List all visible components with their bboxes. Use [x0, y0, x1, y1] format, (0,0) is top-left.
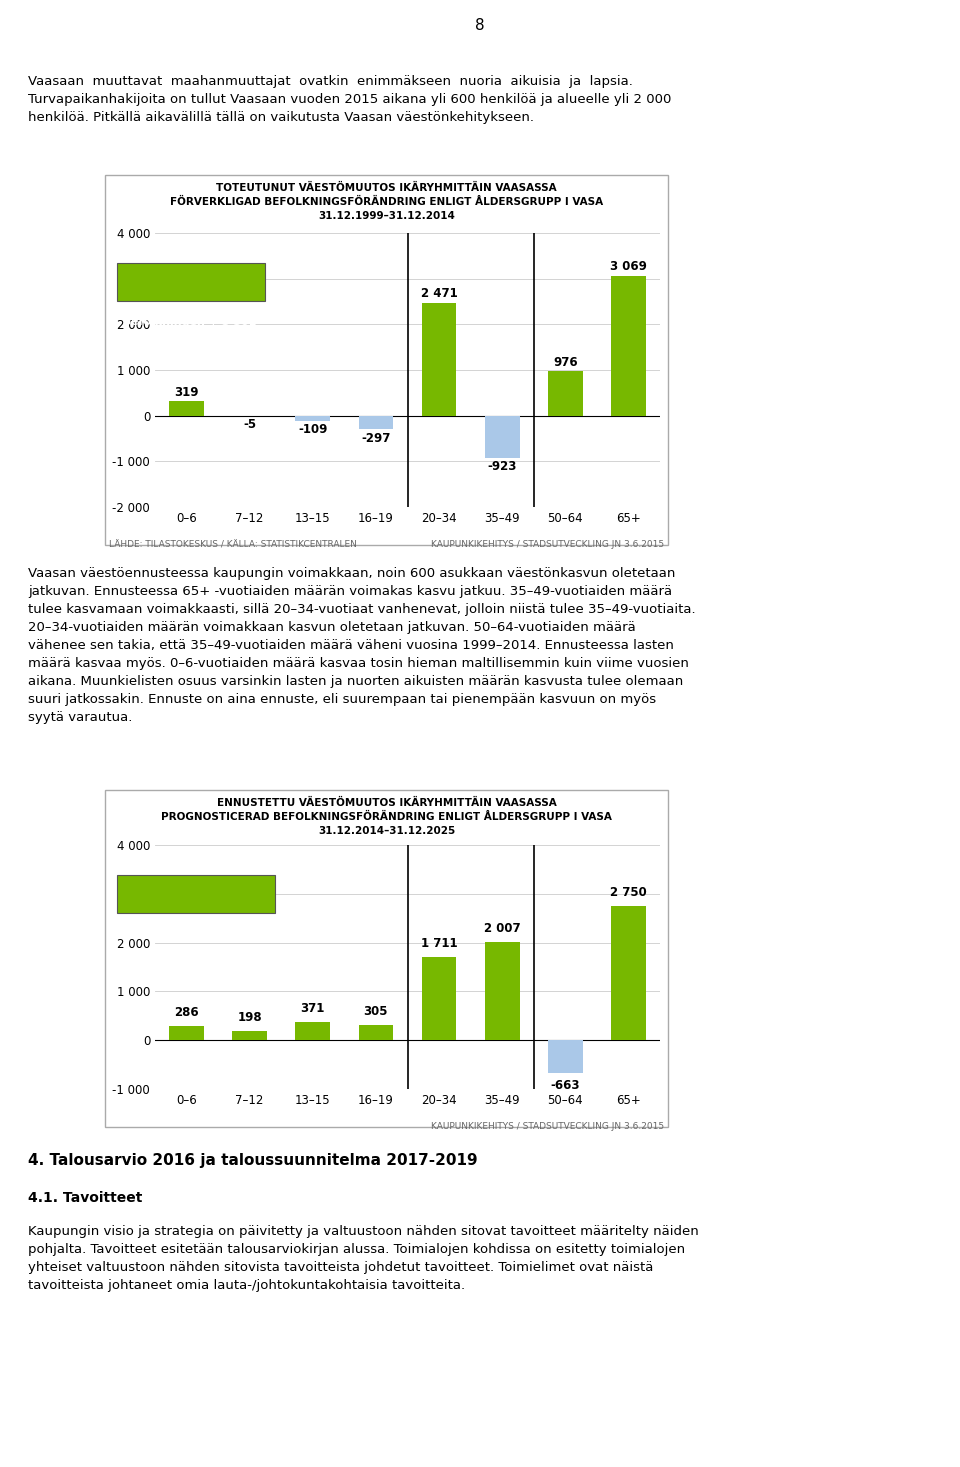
- Text: tavoitteista johtaneet omia lauta-/johtokuntakohtaisia tavoitteita.: tavoitteista johtaneet omia lauta-/johto…: [28, 1279, 466, 1292]
- Text: -109: -109: [299, 422, 327, 436]
- Bar: [485, 415, 519, 458]
- Bar: [612, 276, 646, 415]
- Text: 371: 371: [300, 1002, 325, 1015]
- Text: 305: 305: [364, 1005, 388, 1018]
- Text: 2 471: 2 471: [420, 288, 457, 301]
- Text: 319: 319: [175, 386, 199, 399]
- Bar: [421, 302, 456, 415]
- Bar: [296, 415, 330, 421]
- Text: Koko väestö / Hela
befolkningen + 5 501: Koko väestö / Hela befolkningen + 5 501: [123, 305, 256, 327]
- Bar: [548, 371, 583, 415]
- Text: määrä kasvaa myös. 0–6-vuotiaiden määrä kasvaa tosin hieman maltillisemmin kuin : määrä kasvaa myös. 0–6-vuotiaiden määrä …: [28, 657, 689, 670]
- Bar: [232, 1030, 267, 1040]
- Text: Koko väestö,  Hela befolkningen
noin, ca +7 000: Koko väestö, Hela befolkningen noin, ca …: [123, 917, 325, 939]
- Text: 20–34-vuotiaiden määrän voimakkaan kasvun oletetaan jatkuvan. 50–64-vuotiaiden m: 20–34-vuotiaiden määrän voimakkaan kasvu…: [28, 621, 636, 634]
- Text: 2 007: 2 007: [484, 923, 520, 936]
- Bar: [359, 1025, 394, 1040]
- Bar: [548, 1040, 583, 1072]
- Text: syytä varautua.: syytä varautua.: [28, 711, 132, 725]
- Text: KAUPUNKIKEHITYS / STADSUTVECKLING JN 3.6.2015: KAUPUNKIKEHITYS / STADSUTVECKLING JN 3.6…: [431, 540, 664, 549]
- Text: 4. Talousarvio 2016 ja taloussuunnitelma 2017-2019: 4. Talousarvio 2016 ja taloussuunnitelma…: [28, 1153, 478, 1168]
- Text: Kaupungin visio ja strategia on päivitetty ja valtuustoon nähden sitovat tavoitt: Kaupungin visio ja strategia on päivitet…: [28, 1225, 699, 1238]
- Text: -663: -663: [551, 1080, 580, 1093]
- Text: FÖRVERKLIGAD BEFOLKNINGSFÖRÄNDRING ENLIGT ÅLDERSGRUPP I VASA: FÖRVERKLIGAD BEFOLKNINGSFÖRÄNDRING ENLIG…: [170, 197, 603, 207]
- Text: 3 069: 3 069: [610, 260, 647, 273]
- Bar: [612, 907, 646, 1040]
- Text: LÄHDE: TILASTOKESKUS / KÄLLA: STATISTIKCENTRALEN: LÄHDE: TILASTOKESKUS / KÄLLA: STATISTIKC…: [109, 540, 357, 549]
- Text: vähenee sen takia, että 35–49-vuotiaiden määrä väheni vuosina 1999–2014. Ennuste: vähenee sen takia, että 35–49-vuotiaiden…: [28, 640, 674, 651]
- Bar: [359, 415, 394, 430]
- Text: 31.12.1999–31.12.2014: 31.12.1999–31.12.2014: [318, 211, 455, 222]
- Text: henkilöä. Pitkällä aikavälillä tällä on vaikutusta Vaasan väestönkehitykseen.: henkilöä. Pitkällä aikavälillä tällä on …: [28, 111, 534, 125]
- Text: Vaasan väestöennusteessa kaupungin voimakkaan, noin 600 asukkaan väestönkasvun o: Vaasan väestöennusteessa kaupungin voima…: [28, 568, 676, 579]
- Text: suuri jatkossakin. Ennuste on aina ennuste, eli suurempaan tai pienempään kasvuu: suuri jatkossakin. Ennuste on aina ennus…: [28, 692, 656, 706]
- Bar: [485, 942, 519, 1040]
- Text: 198: 198: [237, 1011, 262, 1024]
- Bar: [169, 400, 204, 415]
- Text: 976: 976: [553, 355, 578, 368]
- Text: jatkuvan. Ennusteessa 65+ -vuotiaiden määrän voimakas kasvu jatkuu. 35–49-vuotia: jatkuvan. Ennusteessa 65+ -vuotiaiden mä…: [28, 585, 672, 599]
- Text: 31.12.2014–31.12.2025: 31.12.2014–31.12.2025: [318, 826, 455, 836]
- Text: Turvapaikanhakijoita on tullut Vaasaan vuoden 2015 aikana yli 600 henkilöä ja al: Turvapaikanhakijoita on tullut Vaasaan v…: [28, 92, 671, 106]
- Text: 4.1. Tavoitteet: 4.1. Tavoitteet: [28, 1191, 142, 1204]
- Text: 2 750: 2 750: [610, 886, 647, 899]
- Text: 286: 286: [175, 1006, 199, 1020]
- Bar: [296, 1022, 330, 1040]
- Text: KAUPUNKIKEHITYS / STADSUTVECKLING JN 3.6.2015: KAUPUNKIKEHITYS / STADSUTVECKLING JN 3.6…: [431, 1122, 664, 1131]
- Text: 8: 8: [475, 18, 485, 32]
- Text: -5: -5: [243, 418, 256, 431]
- Text: -297: -297: [361, 431, 391, 445]
- Text: Vaasaan  muuttavat  maahanmuuttajat  ovatkin  enimmäkseen  nuoria  aikuisia  ja : Vaasaan muuttavat maahanmuuttajat ovatki…: [28, 75, 633, 88]
- Text: pohjalta. Tavoitteet esitetään talousarviokirjan alussa. Toimialojen kohdissa on: pohjalta. Tavoitteet esitetään talousarv…: [28, 1243, 685, 1256]
- Text: PROGNOSTICERAD BEFOLKNINGSFÖRÄNDRING ENLIGT ÅLDERSGRUPP I VASA: PROGNOSTICERAD BEFOLKNINGSFÖRÄNDRING ENL…: [161, 813, 612, 822]
- Bar: [421, 956, 456, 1040]
- Text: ENNUSTETTU VÄESTÖMUUTOS IKÄRYHMITTÄIN VAASASSA: ENNUSTETTU VÄESTÖMUUTOS IKÄRYHMITTÄIN VA…: [217, 798, 557, 808]
- Bar: [169, 1027, 204, 1040]
- Text: tulee kasvamaan voimakkaasti, sillä 20–34-vuotiaat vanhenevat, jolloin niistä tu: tulee kasvamaan voimakkaasti, sillä 20–3…: [28, 603, 696, 616]
- Text: TOTEUTUNUT VÄESTÖMUUTOS IKÄRYHMITTÄIN VAASASSA: TOTEUTUNUT VÄESTÖMUUTOS IKÄRYHMITTÄIN VA…: [216, 183, 557, 194]
- Text: -923: -923: [488, 461, 516, 474]
- Text: aikana. Muunkielisten osuus varsinkin lasten ja nuorten aikuisten määrän kasvust: aikana. Muunkielisten osuus varsinkin la…: [28, 675, 684, 688]
- Text: yhteiset valtuustoon nähden sitovista tavoitteista johdetut tavoitteet. Toimieli: yhteiset valtuustoon nähden sitovista ta…: [28, 1262, 654, 1273]
- Text: 1 711: 1 711: [420, 937, 457, 949]
